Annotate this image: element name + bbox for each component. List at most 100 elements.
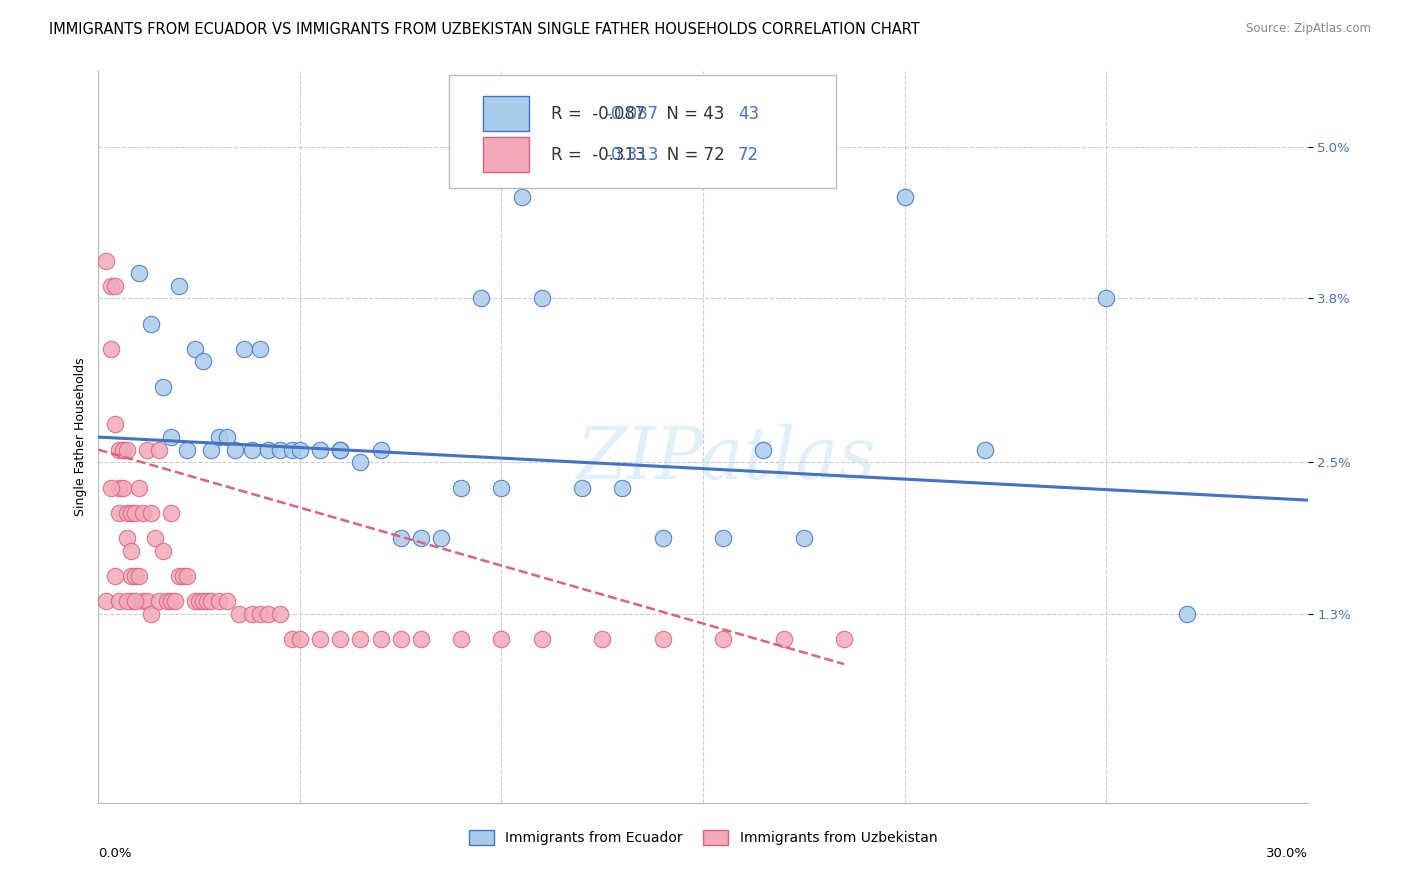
Point: [111, 442, 134, 457]
Point: [1175, 607, 1198, 621]
Point: [249, 342, 271, 356]
Point: [120, 543, 142, 558]
Point: [450, 481, 472, 495]
Legend: Immigrants from Ecuador, Immigrants from Uzbekistan: Immigrants from Ecuador, Immigrants from…: [464, 825, 942, 851]
Point: [139, 317, 162, 331]
Point: [329, 442, 352, 457]
Point: [148, 594, 170, 608]
Point: [193, 594, 215, 608]
Point: [217, 594, 239, 608]
Text: R =  -0.087    N = 43: R = -0.087 N = 43: [551, 104, 724, 123]
Point: [111, 442, 134, 457]
Point: [188, 594, 211, 608]
Point: [309, 632, 332, 646]
Point: [107, 481, 129, 495]
Point: [249, 607, 271, 621]
Point: [184, 594, 207, 608]
Point: [156, 594, 179, 608]
Point: [176, 569, 198, 583]
Point: [240, 607, 263, 621]
Point: [195, 594, 218, 608]
Point: [100, 278, 122, 293]
Bar: [482, 137, 529, 172]
Point: [208, 430, 231, 444]
Point: [167, 278, 190, 293]
Point: [281, 632, 304, 646]
Point: [132, 506, 155, 520]
Point: [224, 442, 246, 457]
Text: R =  -0.313    N = 72: R = -0.313 N = 72: [551, 145, 724, 164]
Point: [160, 594, 183, 608]
Point: [450, 632, 472, 646]
Point: [120, 594, 142, 608]
Point: [288, 442, 311, 457]
Point: [530, 632, 553, 646]
Point: [752, 442, 775, 457]
Point: [115, 442, 138, 457]
Point: [571, 481, 593, 495]
Point: [389, 632, 412, 646]
Point: [103, 569, 125, 583]
Point: [772, 632, 794, 646]
Point: [240, 442, 263, 457]
Point: [389, 531, 412, 545]
Point: [160, 506, 183, 520]
Point: [256, 607, 278, 621]
Text: Source: ZipAtlas.com: Source: ZipAtlas.com: [1246, 22, 1371, 36]
Point: [115, 531, 138, 545]
Point: [176, 442, 198, 457]
Point: [135, 594, 157, 608]
Point: [103, 417, 125, 432]
Point: [139, 506, 162, 520]
Point: [711, 632, 734, 646]
Point: [591, 632, 613, 646]
Point: [349, 455, 371, 469]
Point: [430, 531, 453, 545]
Point: [172, 569, 194, 583]
Point: [651, 531, 673, 545]
Text: ZIPatlas: ZIPatlas: [578, 424, 877, 494]
Point: [349, 632, 371, 646]
Text: -0.087: -0.087: [605, 104, 658, 123]
Point: [256, 442, 278, 457]
Text: 0.0%: 0.0%: [98, 847, 132, 860]
Bar: [482, 96, 529, 131]
Point: [228, 607, 250, 621]
Point: [409, 632, 432, 646]
Point: [651, 632, 673, 646]
Point: [530, 291, 553, 305]
Point: [120, 506, 142, 520]
Point: [491, 481, 513, 495]
Point: [281, 442, 304, 457]
Point: [974, 442, 997, 457]
Point: [309, 442, 332, 457]
Point: [124, 594, 146, 608]
Point: [132, 594, 155, 608]
Point: [370, 632, 392, 646]
Point: [832, 632, 855, 646]
Point: [893, 190, 915, 204]
Point: [143, 531, 166, 545]
Point: [135, 442, 157, 457]
Point: [1095, 291, 1118, 305]
Point: [152, 543, 174, 558]
Point: [612, 481, 634, 495]
Point: [208, 594, 231, 608]
Point: [115, 594, 138, 608]
Point: [128, 569, 150, 583]
Point: [711, 531, 734, 545]
Point: [139, 607, 162, 621]
Point: [128, 266, 150, 280]
Point: [269, 607, 291, 621]
Point: [329, 442, 352, 457]
Point: [160, 430, 183, 444]
Point: [107, 594, 129, 608]
Point: [100, 342, 122, 356]
Point: [217, 430, 239, 444]
Point: [163, 594, 186, 608]
Point: [128, 481, 150, 495]
Point: [288, 632, 311, 646]
Text: 72: 72: [738, 145, 759, 164]
Point: [107, 442, 129, 457]
Point: [100, 481, 122, 495]
